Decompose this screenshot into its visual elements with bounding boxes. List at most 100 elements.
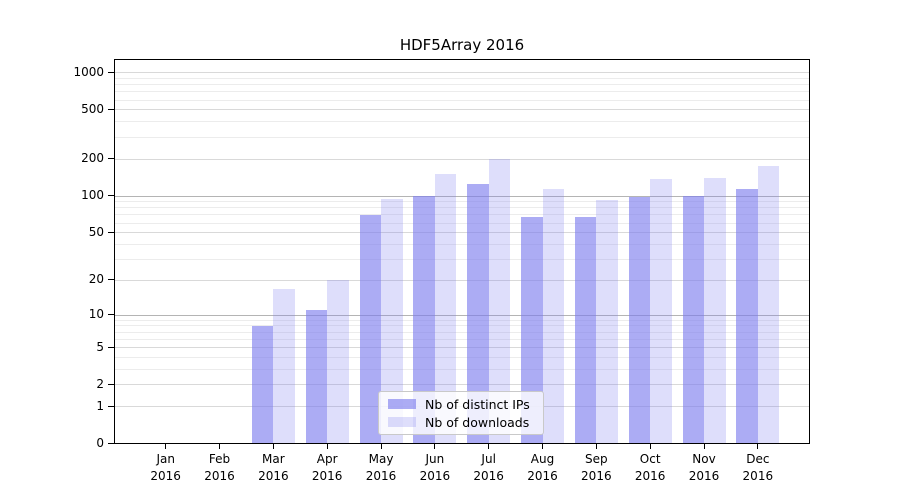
x-tick-label: Mar 2016 [245,451,301,485]
minor-gridline [114,357,810,359]
x-tick-label: Jul 2016 [461,451,517,485]
bar-downloads-apr-2016 [327,280,349,444]
x-tick-label-line: 2016 [581,469,612,483]
y-tick-label: 20 [88,272,104,287]
x-tick [488,444,490,449]
bar-distinct-ips-mar-2016 [251,325,274,444]
bar-distinct-ips-dec-2016 [736,189,758,444]
y-tick [108,279,114,281]
x-tick [595,444,597,449]
x-tick-label: Jan 2016 [138,451,194,485]
major-gridline [114,232,810,234]
x-tick-label: Aug 2016 [515,451,571,485]
bar-downloads-sep-2016 [596,200,618,444]
bar-downloads-aug-2016 [542,188,564,444]
x-tick-label-line: 2016 [742,469,774,483]
x-tick-label: Feb 2016 [192,451,248,485]
minor-gridline [114,338,810,340]
y-tick [108,314,114,316]
minor-gridline [114,77,810,79]
bar-distinct-ips-oct-2016 [628,197,651,444]
x-tick-label: Nov 2016 [676,451,732,485]
y-tick-label: 1000 [73,64,104,79]
legend-entry-distinct-ips: Nb of distinct IPs [388,398,534,411]
x-tick-label: May 2016 [353,451,409,485]
minor-gridline [114,207,810,209]
y-tick [108,158,114,160]
x-tick-label-line: Nov [692,452,716,466]
y-tick [108,231,114,233]
y-tick-label: 200 [81,151,104,166]
bar-downloads-mar-2016 [273,288,295,444]
bar-downloads-nov-2016 [704,178,726,444]
y-tick [108,195,114,197]
major-gridline [114,347,810,349]
major-gridline [114,314,810,316]
bar-distinct-ips-jul-2016 [467,184,489,444]
legend: Nb of distinct IPs Nb of downloads [378,391,544,435]
x-tick [434,444,436,449]
x-tick [272,444,274,449]
minor-gridline [114,331,810,333]
x-tick-label-line: 2016 [311,469,343,483]
x-tick-label-line: 2016 [419,469,451,483]
chart-title: HDF5Array 2016 [399,36,525,54]
x-tick-label-line: Aug [530,452,555,466]
major-gridline [114,279,810,281]
y-tick [108,405,114,407]
minor-gridline [114,222,810,224]
x-tick-label-line: Oct [639,452,661,466]
minor-gridline [114,243,810,245]
legend-swatch-distinct-ips [388,399,416,409]
major-gridline [114,195,810,197]
legend-label-distinct-ips: Nb of distinct IPs [425,396,530,412]
y-tick-label: 500 [81,101,104,116]
x-tick-label-line: 2016 [204,469,235,483]
x-tick-label: Dec 2016 [730,451,786,485]
major-gridline [114,109,810,111]
y-tick-label: 2 [96,376,104,391]
x-tick-label: Jun 2016 [407,451,463,485]
x-tick-label-line: Dec [746,452,770,466]
x-tick-label-line: 2016 [688,469,720,483]
major-gridline [114,72,810,74]
bar-distinct-ips-sep-2016 [574,217,597,444]
bar-distinct-ips-apr-2016 [305,310,328,444]
minor-gridline [114,84,810,86]
x-tick-label-line: 2016 [150,469,181,483]
plot-area [114,59,810,444]
y-tick-label: 5 [96,339,104,354]
x-tick [757,444,759,449]
minor-gridline [114,91,810,93]
x-tick-label-line: 2016 [634,469,666,483]
x-tick-label: Apr 2016 [299,451,355,485]
x-tick-label-line: Mar [262,452,285,466]
bar-downloads-dec-2016 [757,165,780,444]
minor-gridline [114,99,810,101]
y-tick-label: 50 [88,224,104,239]
minor-gridline [114,258,810,260]
bar-distinct-ips-may-2016 [359,214,382,444]
minor-gridline [114,201,810,203]
minor-gridline [114,136,810,138]
y-tick [108,383,114,385]
bar-downloads-jul-2016 [488,159,511,444]
minor-gridline [114,319,810,321]
x-tick-label-line: May [368,452,394,466]
x-tick-label-line: Jul [481,452,496,466]
legend-label-downloads: Nb of downloads [425,414,530,430]
legend-entry-downloads: Nb of downloads [388,416,534,429]
y-tick [108,443,114,444]
x-tick [542,444,543,449]
bar-distinct-ips-nov-2016 [682,196,704,444]
x-tick [165,444,167,449]
legend-swatch-downloads [388,417,416,427]
x-tick-label-line: Sep [585,452,608,466]
bar-distinct-ips-jun-2016 [413,196,435,444]
bar-downloads-jun-2016 [434,174,457,444]
minor-gridline [114,214,810,216]
x-tick [649,444,651,449]
minor-gridline [114,325,810,327]
major-gridline [114,384,810,386]
major-gridline [114,158,810,160]
